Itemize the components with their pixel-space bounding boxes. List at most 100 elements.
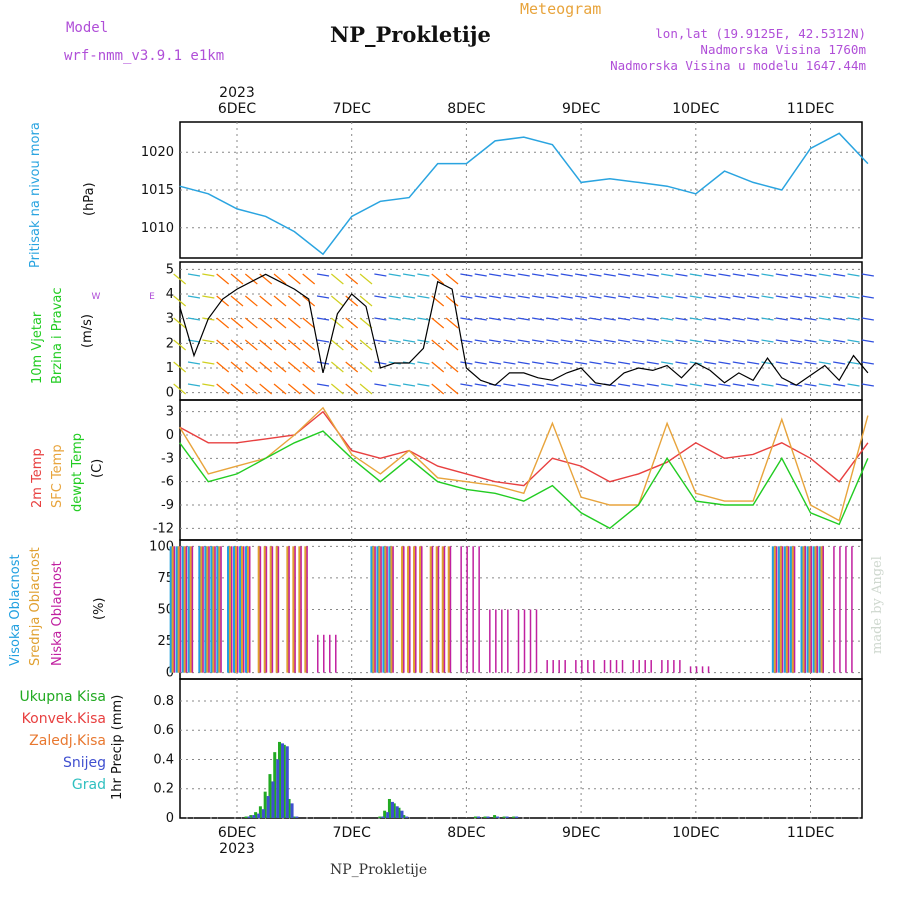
wind-arrow [861,273,874,277]
day-label-top: 9DEC [562,101,601,117]
mid-cloud-bar [304,546,308,673]
dewpt-line [179,430,869,530]
wind-arrow [244,295,258,307]
high-cloud-bar [777,546,781,673]
wind-arrow [445,273,459,285]
altitude-text: Nadmorska Visina 1760m [700,42,866,57]
mid-cloud-bar [189,546,193,673]
low-cloud-bar [173,546,176,673]
wind-arrow [546,361,559,365]
wind-arrow [417,273,430,277]
wind-arrow [187,295,201,299]
low-cloud-bar [667,660,669,673]
wind-arrow [374,273,387,277]
wind-arrow [761,383,774,387]
wind-arrow [359,339,373,351]
wind-arrow [618,295,631,299]
wind-arrow [445,383,459,395]
wind-arrow [359,361,373,373]
wind-arrow [675,317,688,321]
y-tick-label: 0 [166,811,174,826]
wind-arrow [345,295,359,307]
wind-arrow [259,339,273,351]
wind-arrow [517,339,530,343]
wind-arrow [531,361,545,365]
wind-arrow [761,317,774,321]
total-precip-bar [249,815,253,818]
snow-bar [381,816,385,818]
wind-arrow [460,273,473,277]
wind-arrow [259,295,273,307]
wind-arrow [230,361,244,373]
wind-arrow [187,317,201,321]
mid-cloud-bar [808,546,812,673]
wind-arrow [503,273,516,277]
total-precip-bar [273,752,277,818]
low-cloud-bar [220,546,222,673]
wind-arrow [833,295,846,299]
low-cloud-bar [507,609,509,673]
low-cloud-bar [443,546,446,673]
low-cloud-bar [191,546,194,673]
low-cloud-bar [621,660,624,673]
wind-arrow [531,383,545,387]
mid-cloud-bar [229,546,232,673]
wind-arrow [732,317,745,321]
wind-arrow [259,317,273,329]
high-cloud-bar [233,546,236,673]
legend-total: Ukupna Kisa [19,689,106,705]
wind-arrow [732,361,745,365]
mid-cloud-bar [183,546,187,673]
wind-arrow [618,361,631,365]
snow-bar [486,816,490,818]
wind-arrow [861,383,874,387]
wind-arrow [589,273,602,277]
snow-bar [390,801,394,818]
wind-arrow [202,339,215,343]
sfc-temp-line [179,406,869,522]
wind-arrow [775,295,788,299]
high-cloud-bar [789,546,793,673]
wind-arrow [187,383,201,387]
wind-arrow [273,339,287,351]
mid-cloud-bar [275,546,279,673]
low-cloud-bar [501,609,503,673]
wind-arrow [445,339,459,351]
wind-arrow [732,273,745,277]
wind-arrow [704,383,717,387]
snow-bar [386,812,390,818]
low-cloud-bar [202,546,204,673]
wind-arrow [747,361,760,365]
wind-arrow [804,339,817,343]
low-cloud-bar [552,660,554,673]
snow-bar [285,746,289,818]
snow-bar [247,816,251,818]
wind-arrow [732,295,745,299]
low-cloud-bar [661,660,663,673]
snow-bar [505,816,509,818]
wind-arrow [503,317,516,321]
wind-arrow [173,339,187,351]
low-cloud-bar [804,546,806,673]
y-tick-label: 3 [166,405,174,420]
wind-arrow [488,273,502,277]
wind-arrow [488,317,502,321]
low-cloud-bar [392,546,394,673]
low-cloud-bar [839,546,841,673]
snow-bar [496,816,500,818]
wind-arrow [417,295,430,299]
wind-arrow [775,361,788,365]
wind-arrow [402,295,416,299]
total-precip-bar [502,816,506,818]
y-tick-label: 1 [166,361,174,376]
snow-bar [395,806,399,818]
low-cloud-bar [593,660,595,673]
total-precip-bar [493,815,497,818]
coords-text: lon,lat (19.9125E, 42.5312N) [655,26,866,41]
wind-arrow [603,273,616,277]
wind-arrow [603,361,616,365]
low-cloud-bar [535,609,538,673]
snow-bar [257,813,261,818]
y-tick-label: 3 [166,312,174,327]
low-cloud-bar [329,634,331,673]
